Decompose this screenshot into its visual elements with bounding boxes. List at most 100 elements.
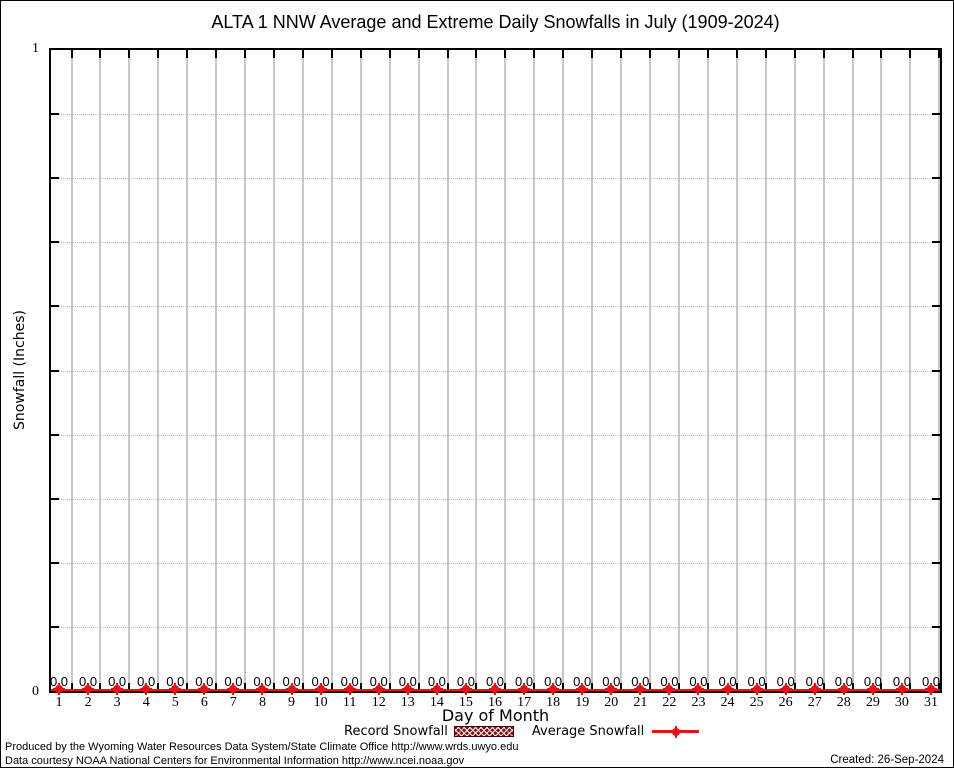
x-axis-label: Day of Month bbox=[441, 706, 550, 725]
x-tick-label: 26 bbox=[778, 695, 793, 710]
x-tick-mark-top bbox=[70, 50, 73, 58]
vertical-gridline bbox=[446, 50, 449, 691]
y-tick-mark-left bbox=[51, 626, 59, 628]
x-tick-mark-bottom bbox=[359, 683, 362, 691]
vertical-gridline bbox=[909, 50, 912, 691]
vertical-gridline bbox=[359, 50, 362, 691]
footer-data-courtesy: Data courtesy NOAA National Centers for … bbox=[5, 755, 465, 767]
vertical-gridline bbox=[272, 50, 275, 691]
average-snowfall-point bbox=[82, 683, 95, 695]
data-value-label: 0.0 bbox=[921, 674, 941, 689]
vertical-gridline bbox=[851, 50, 854, 691]
data-value-label: 0.0 bbox=[369, 674, 388, 689]
x-tick-mark-top bbox=[591, 50, 594, 58]
vertical-gridline bbox=[822, 50, 825, 691]
average-snowfall-point bbox=[518, 683, 531, 695]
average-snowfall-point bbox=[837, 683, 850, 695]
vertical-gridline bbox=[388, 50, 391, 691]
horizontal-gridline bbox=[51, 178, 940, 179]
y-tick-mark-left bbox=[51, 498, 59, 500]
x-tick-mark-bottom bbox=[880, 683, 883, 691]
x-tick-mark-top bbox=[533, 50, 536, 58]
x-tick-label: 27 bbox=[807, 695, 822, 710]
average-snowfall-point bbox=[343, 683, 356, 695]
average-snowfall-point bbox=[489, 683, 501, 695]
x-tick-mark-bottom bbox=[533, 683, 536, 691]
x-tick-mark-bottom bbox=[851, 683, 854, 691]
data-value-label: 0.0 bbox=[340, 674, 359, 689]
y-axis-label: Snowfall (Inches) bbox=[12, 310, 28, 430]
data-value-label: 0.0 bbox=[834, 674, 853, 689]
y-tick-mark-left bbox=[51, 305, 59, 307]
y-tick-mark-left bbox=[51, 177, 59, 179]
data-value-label: 0.0 bbox=[253, 674, 272, 689]
x-tick-mark-bottom bbox=[330, 683, 333, 691]
x-tick-label: 18 bbox=[546, 695, 561, 710]
data-value-label: 0.0 bbox=[515, 674, 534, 689]
average-snowfall-point bbox=[140, 683, 153, 695]
chart-title: ALTA 1 NNW Average and Extreme Daily Sno… bbox=[211, 12, 780, 32]
x-tick-mark-top bbox=[938, 50, 941, 58]
vertical-gridline bbox=[620, 50, 623, 691]
x-tick-mark-bottom bbox=[475, 683, 478, 691]
horizontal-gridline bbox=[51, 563, 940, 564]
x-tick-mark-bottom bbox=[244, 683, 247, 691]
x-tick-label: 31 bbox=[924, 695, 938, 710]
y-tick-mark-right bbox=[932, 177, 940, 179]
legend: Record Snowfall Average Snowfall bbox=[344, 724, 700, 739]
data-value-label: 0.0 bbox=[602, 674, 621, 689]
x-tick-mark-top bbox=[822, 50, 825, 58]
average-snowfall-point bbox=[895, 683, 908, 695]
x-tick-mark-bottom bbox=[157, 683, 160, 691]
data-value-label: 0.0 bbox=[195, 674, 214, 689]
legend-record-snowfall-label: Record Snowfall bbox=[344, 724, 448, 739]
x-tick-mark-top bbox=[186, 50, 189, 58]
horizontal-gridline bbox=[51, 499, 940, 500]
x-tick-label: 29 bbox=[865, 695, 880, 710]
x-tick-mark-bottom bbox=[388, 683, 391, 691]
x-tick-label: 17 bbox=[517, 695, 532, 710]
x-tick-mark-top bbox=[880, 50, 883, 58]
x-tick-mark-bottom bbox=[128, 683, 131, 691]
x-tick-mark-top bbox=[446, 50, 449, 58]
vertical-gridline bbox=[157, 50, 160, 691]
x-tick-label: 10 bbox=[313, 695, 328, 710]
x-tick-label: 20 bbox=[604, 695, 619, 710]
data-value-label: 0.0 bbox=[427, 674, 446, 689]
average-snowfall-point bbox=[779, 683, 792, 695]
vertical-gridline bbox=[244, 50, 247, 691]
data-value-label: 0.0 bbox=[747, 674, 766, 689]
x-tick-mark-top bbox=[157, 50, 160, 58]
data-value-label: 0.0 bbox=[544, 674, 563, 689]
x-tick-label: 8 bbox=[258, 695, 266, 710]
x-tick-mark-top bbox=[764, 50, 767, 58]
x-tick-mark-bottom bbox=[649, 683, 652, 691]
x-tick-label: 22 bbox=[662, 695, 677, 710]
average-snowfall-point bbox=[721, 683, 734, 695]
x-tick-mark-top bbox=[649, 50, 652, 58]
y-tick-mark-right bbox=[932, 241, 940, 243]
x-tick-label: 1 bbox=[55, 695, 63, 710]
x-tick-mark-top bbox=[244, 50, 247, 58]
data-value-label: 0.0 bbox=[79, 674, 98, 689]
vertical-gridline bbox=[301, 50, 304, 691]
x-tick-mark-bottom bbox=[938, 683, 941, 691]
x-tick-mark-bottom bbox=[735, 683, 738, 691]
y-tick-mark-left bbox=[51, 241, 59, 243]
data-value-label: 0.0 bbox=[660, 674, 679, 689]
x-tick-mark-top bbox=[793, 50, 796, 58]
horizontal-gridline bbox=[51, 306, 940, 307]
data-value-label: 0.0 bbox=[137, 674, 156, 689]
vertical-gridline bbox=[475, 50, 478, 691]
x-tick-label: 28 bbox=[836, 695, 851, 710]
x-tick-mark-bottom bbox=[909, 683, 912, 691]
y-tick-mark-right bbox=[932, 113, 940, 115]
x-tick-mark-bottom bbox=[562, 683, 565, 691]
x-tick-mark-top bbox=[99, 50, 102, 58]
y-tick-mark-right bbox=[932, 434, 940, 436]
x-tick-label: 5 bbox=[171, 695, 179, 710]
x-tick-mark-bottom bbox=[301, 683, 304, 691]
average-snowfall-point bbox=[576, 683, 589, 695]
x-tick-mark-bottom bbox=[677, 683, 680, 691]
